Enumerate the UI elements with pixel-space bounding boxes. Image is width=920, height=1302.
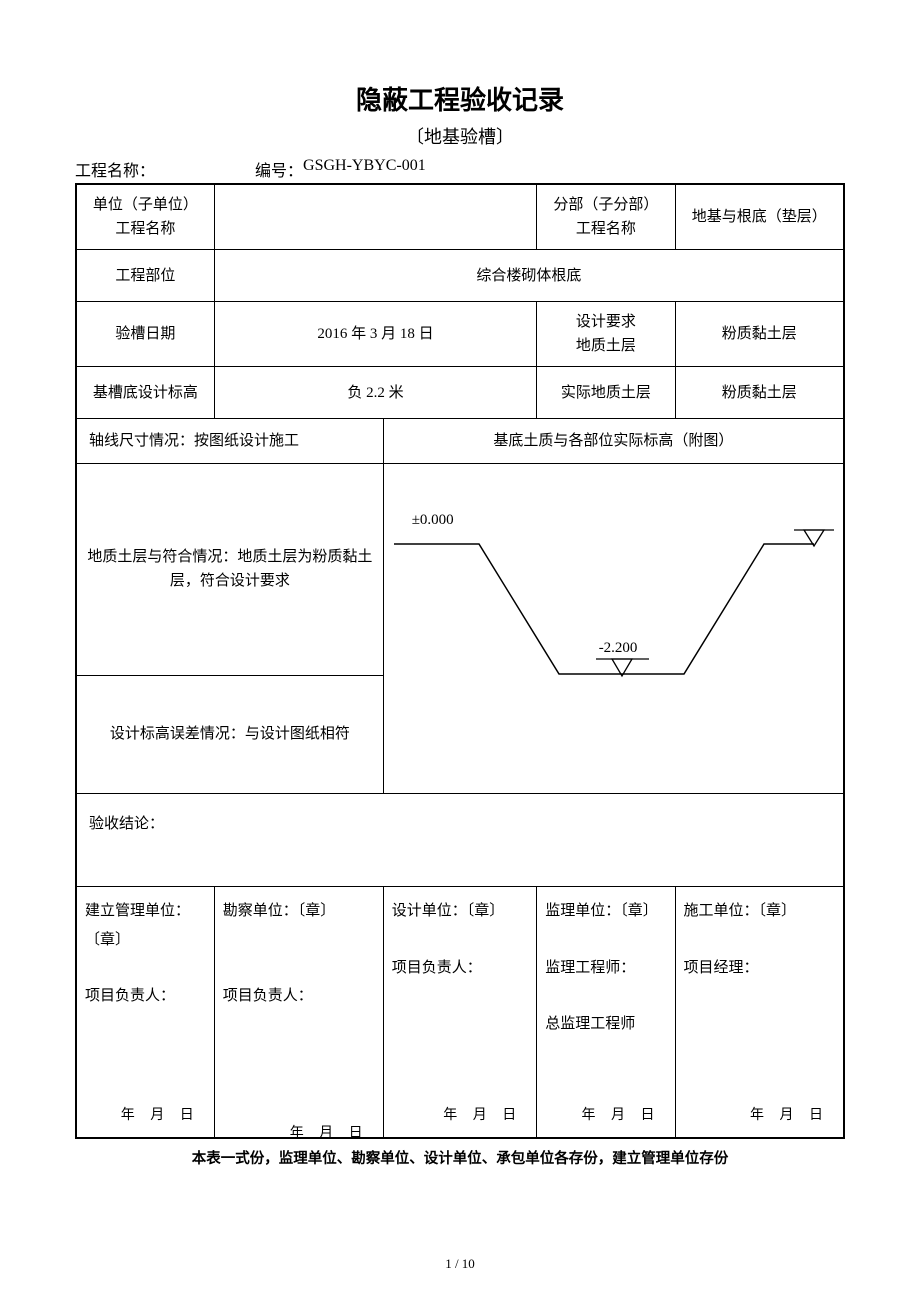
acceptance-table: 单位（子单位） 工程名称 分部（子分部） 工程名称 地基与根底（垫层） 工程部位… [75,183,845,1139]
document-title: 隐蔽工程验收记录 [75,80,845,117]
code-label: 编号： [255,157,303,181]
bottom-elevation-label: -2.200 [599,636,638,660]
cell-sub-project-value: 地基与根底（垫层） [675,184,844,250]
cell-soil-compliance: 地质土层与符合情况：地质土层为粉质黏土层，符合设计要求 [76,464,383,676]
cell-inspect-date-label: 验槽日期 [76,302,214,367]
sig-design-date: 年 月 日 [392,1105,529,1127]
sig-col-design: 设计单位：〔章〕 项目负责人： 年 月 日 [383,887,537,1139]
sig-survey-date: 年 月 日 [223,1123,375,1145]
sig-build-person: 项目负责人： [85,982,206,1011]
cell-axis-dim: 轴线尺寸情况：按图纸设计施工 [76,419,383,464]
header-line: 工程名称： 编号： GSGH-YBYC-001 [75,157,845,181]
document-subtitle: 〔地基验槽〕 [75,123,845,149]
sig-construct-date: 年 月 日 [684,1105,835,1127]
cell-actual-soil-value: 粉质黏土层 [675,367,844,419]
sig-supervise-person1: 监理工程师： [545,954,666,983]
sig-construct-person: 项目经理： [684,954,835,983]
cell-elev-error: 设计标高误差情况：与设计图纸相符 [76,675,383,793]
sig-build-unit: 建立管理单位：〔章〕 [85,897,206,954]
cell-section-header: 基底土质与各部位实际标高（附图） [383,419,844,464]
sig-supervise-unit: 监理单位：〔章〕 [545,897,666,926]
top-elevation-label: ±0.000 [412,508,454,532]
sig-construct-unit: 施工单位：〔章〕 [684,897,835,926]
project-name-label: 工程名称： [75,157,155,181]
cell-conclusion: 验收结论： [76,794,844,887]
cell-design-soil-value: 粉质黏土层 [675,302,844,367]
cell-location-value: 综合楼砌体根底 [214,250,844,302]
cell-location-label: 工程部位 [76,250,214,302]
code-value: GSGH-YBYC-001 [303,157,426,181]
sig-survey-person: 项目负责人： [223,982,375,1011]
sig-col-build-mgmt: 建立管理单位：〔章〕 项目负责人： 年 月 日 [76,887,214,1139]
footnote-text: 本表一式份，监理单位、勘察单位、设计单位、承包单位各存份，建立管理单位存份 [75,1147,845,1168]
sig-design-person: 项目负责人： [392,954,529,983]
sig-supervise-person2: 总监理工程师 [545,1010,666,1039]
sig-col-supervise: 监理单位：〔章〕 监理工程师： 总监理工程师 年 月 日 [537,887,675,1139]
cell-sub-project-label: 分部（子分部） 工程名称 [537,184,675,250]
sig-col-construct: 施工单位：〔章〕 项目经理： 年 月 日 [675,887,844,1139]
sig-design-unit: 设计单位：〔章〕 [392,897,529,926]
cell-design-elev-value: 负 2.2 米 [214,367,537,419]
sig-supervise-date: 年 月 日 [545,1105,666,1127]
page-number: 1 / 10 [0,1256,920,1272]
cell-inspect-date-value: 2016 年 3 月 18 日 [214,302,537,367]
cell-cross-section-diagram: ±0.000 -2.200 [383,464,844,794]
cell-actual-soil-label: 实际地质土层 [537,367,675,419]
sig-survey-unit: 勘察单位：〔章〕 [223,897,375,926]
cell-design-elev-label: 基槽底设计标高 [76,367,214,419]
cell-design-soil-label: 设计要求 地质土层 [537,302,675,367]
cell-unit-project-value [214,184,537,250]
sig-build-date: 年 月 日 [85,1105,206,1127]
sig-col-survey: 勘察单位：〔章〕 项目负责人： 年 月 日 [214,887,383,1139]
cell-unit-project-label: 单位（子单位） 工程名称 [76,184,214,250]
